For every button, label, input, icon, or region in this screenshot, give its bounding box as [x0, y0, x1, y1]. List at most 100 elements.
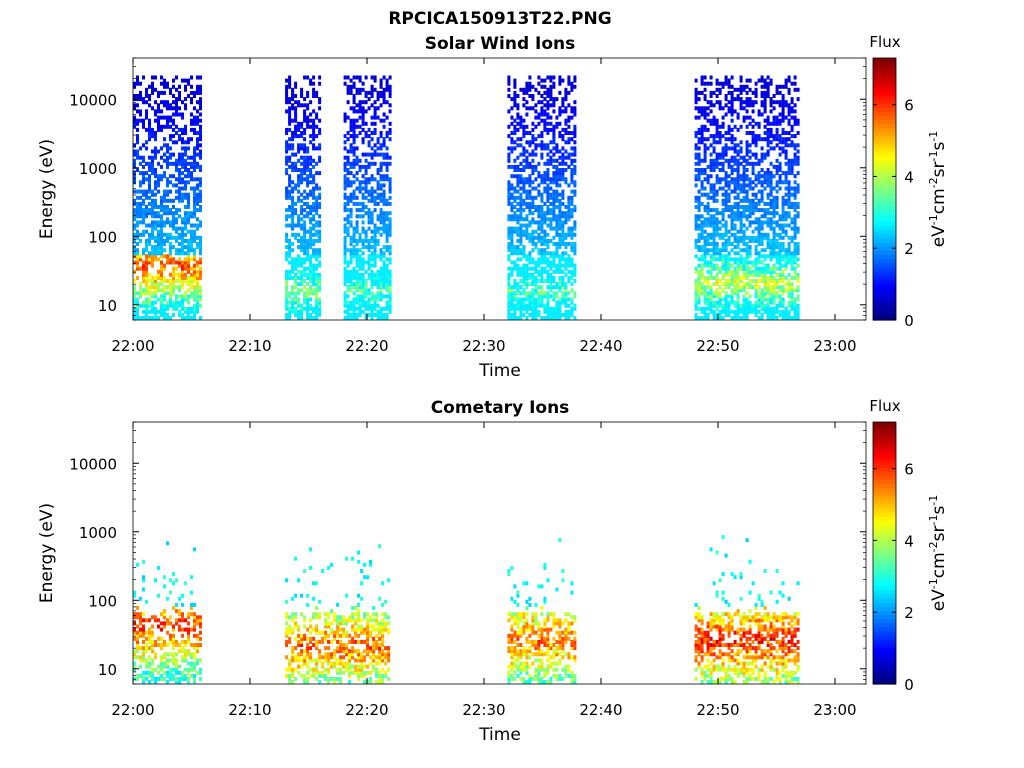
heatmap-cell: [306, 309, 310, 314]
heatmap-cell: [142, 300, 145, 305]
heatmap-cell: [373, 195, 377, 200]
heatmap-cell: [151, 275, 154, 280]
heatmap-cell: [534, 263, 538, 268]
heatmap-cell: [718, 297, 722, 302]
heatmap-cell: [766, 149, 770, 154]
heatmap-cell: [154, 100, 157, 105]
heatmap-cell: [561, 155, 565, 160]
heatmap-cell: [748, 131, 752, 135]
heatmap-cell: [315, 90, 319, 95]
heatmap-cell: [703, 309, 707, 314]
heatmap-cell: [730, 106, 734, 111]
heatmap-cell: [142, 288, 145, 293]
heatmap-cell: [751, 229, 755, 234]
heatmap-cell: [379, 312, 383, 317]
heatmap-cell: [184, 127, 187, 132]
heatmap-cell: [540, 174, 544, 179]
heatmap-cell: [745, 152, 749, 157]
heatmap-cell: [306, 149, 310, 154]
heatmap-cell: [751, 306, 755, 311]
heatmap-cell: [706, 238, 710, 243]
heatmap-cell: [751, 269, 755, 274]
heatmap-cell: [742, 198, 746, 203]
heatmap-cell: [549, 121, 553, 126]
heatmap-cell: [294, 211, 298, 216]
heatmap-cell: [528, 180, 532, 185]
heatmap-cell: [181, 220, 184, 225]
heatmap-cell: [178, 161, 181, 166]
heatmap-cell: [312, 232, 316, 237]
heatmap-cell: [358, 294, 362, 299]
heatmap-cell: [730, 291, 734, 296]
heatmap-cell: [312, 248, 316, 253]
heatmap-cell: [730, 309, 734, 314]
heatmap-cell: [543, 118, 547, 123]
heatmap-cell: [175, 97, 178, 102]
heatmap-cell: [700, 248, 704, 253]
heatmap-cell: [697, 279, 701, 283]
heatmap-cell: [757, 220, 761, 225]
heatmap-cell: [694, 97, 698, 102]
heatmap-cell: [522, 217, 526, 222]
heatmap-cell: [546, 158, 550, 163]
heatmap-cell: [727, 269, 731, 274]
heatmap-cell: [570, 171, 574, 176]
heatmap-cell: [163, 254, 166, 259]
heatmap-cell: [513, 266, 517, 271]
heatmap-cell: [169, 208, 172, 213]
heatmap-cell: [163, 248, 166, 253]
heatmap-cell: [552, 189, 556, 194]
heatmap-cell: [187, 94, 190, 98]
heatmap-cell: [733, 201, 737, 206]
heatmap-cell: [184, 168, 187, 172]
heatmap-cell: [561, 174, 565, 179]
heatmap-cell: [361, 272, 365, 277]
heatmap-cell: [349, 312, 353, 317]
heatmap-cell: [703, 81, 707, 86]
heatmap-cell: [294, 297, 298, 302]
heatmap-cell: [364, 279, 368, 283]
heatmap-cell: [775, 137, 779, 142]
heatmap-cell: [733, 217, 737, 222]
heatmap-cell: [318, 214, 322, 219]
heatmap-cell: [139, 171, 142, 176]
heatmap-cell: [136, 248, 139, 253]
heatmap-cell: [510, 288, 514, 293]
heatmap-cell: [349, 269, 353, 274]
heatmap-cell: [355, 312, 359, 317]
heatmap-cell: [757, 201, 761, 206]
heatmap-cell: [318, 312, 322, 317]
heatmap-cell: [745, 254, 749, 259]
heatmap-cell: [151, 279, 154, 283]
heatmap-cell: [525, 309, 529, 314]
heatmap-cell: [796, 211, 800, 216]
heatmap-cell: [724, 131, 728, 135]
heatmap-cell: [540, 294, 544, 299]
heatmap-cell: [694, 106, 698, 111]
heatmap-cell: [564, 168, 568, 172]
heatmap-cell: [346, 180, 350, 185]
heatmap-cell: [385, 164, 389, 169]
heatmap-cell: [154, 152, 157, 157]
heatmap-cell: [766, 118, 770, 123]
heatmap-cell: [358, 180, 362, 185]
heatmap-cell: [549, 238, 553, 243]
heatmap-cell: [297, 245, 301, 250]
heatmap-cell: [385, 279, 389, 283]
heatmap-cell: [558, 288, 562, 293]
heatmap-cell: [346, 316, 350, 320]
heatmap-cell: [700, 269, 704, 274]
heatmap-cell: [552, 294, 556, 299]
heatmap-cell: [546, 251, 550, 256]
heatmap-cell: [733, 214, 737, 219]
heatmap-cell: [199, 106, 202, 111]
heatmap-cell: [318, 97, 322, 102]
heatmap-cell: [373, 275, 377, 280]
heatmap-cell: [160, 238, 163, 243]
heatmap-cell: [763, 97, 767, 102]
heatmap-cell: [790, 226, 794, 231]
heatmap-cell: [309, 232, 313, 237]
heatmap-cell: [291, 164, 295, 169]
heatmap-cell: [700, 214, 704, 219]
heatmap-cell: [793, 223, 797, 228]
